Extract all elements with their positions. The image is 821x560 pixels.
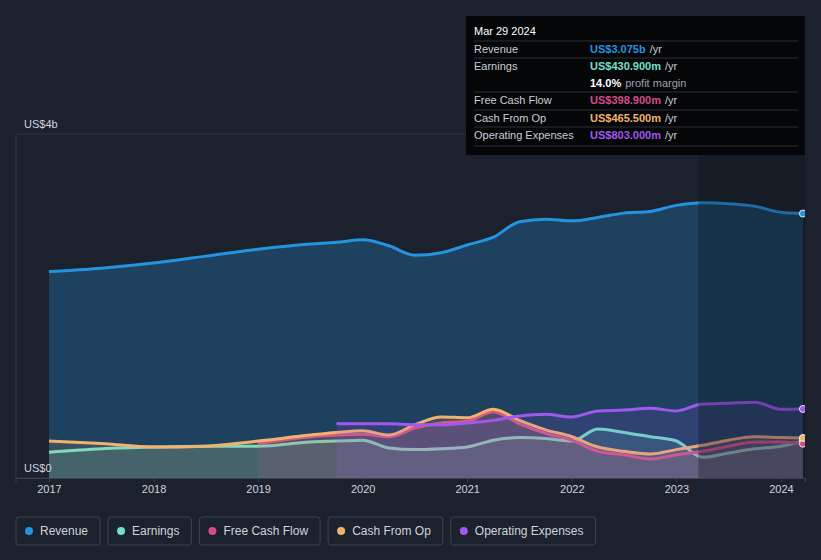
y-axis-line (16, 135, 17, 479)
legend-item[interactable]: Cash From Op (328, 517, 443, 545)
legend-label: Cash From Op (352, 524, 431, 538)
tooltip-separator (474, 146, 798, 147)
y-tick-label: US$0 (24, 462, 52, 474)
tooltip-margin-label: profit margin (625, 77, 686, 89)
legend-item[interactable]: Revenue (16, 517, 100, 545)
tooltip-value: US$398.900m (590, 94, 661, 106)
x-tick: 2018 (142, 478, 166, 495)
x-tick-label: 2019 (246, 483, 270, 495)
x-tick: 2019 (246, 478, 270, 495)
legend-item[interactable]: Earnings (108, 517, 191, 545)
legend-label: Revenue (40, 524, 88, 538)
x-tick-mark (363, 478, 364, 482)
tooltip-label: Earnings (474, 60, 518, 72)
tooltip-label: Operating Expenses (474, 129, 574, 141)
tooltip-unit: /yr (650, 43, 663, 55)
tooltip-value: US$430.900m (590, 60, 661, 72)
legend-item[interactable]: Free Cash Flow (199, 517, 320, 545)
highlight-region (698, 134, 805, 478)
tooltip-separator (474, 110, 798, 111)
legend-swatch (208, 527, 216, 535)
legend-swatch (337, 527, 345, 535)
x-tick-mark (781, 478, 782, 482)
tooltip-unit: /yr (665, 112, 678, 124)
legend-item[interactable]: Operating Expenses (451, 517, 596, 545)
x-axis-line (16, 479, 806, 483)
x-tick-mark (154, 478, 155, 482)
legend: Revenue Earnings Free Cash Flow Cash From O… (16, 517, 596, 545)
x-tick-label: 2021 (455, 483, 479, 495)
x-tick-mark (676, 478, 677, 482)
x-tick: 2024 (769, 478, 793, 495)
legend-swatch (117, 527, 125, 535)
tooltip-margin-value: 14.0% (590, 77, 621, 89)
x-tick-label: 2018 (142, 483, 166, 495)
tooltip-date: Mar 29 2024 (474, 25, 536, 37)
x-tick-label: 2020 (351, 483, 375, 495)
tooltip-separator (474, 92, 798, 93)
tooltip-unit: /yr (665, 60, 678, 72)
legend-box[interactable] (328, 517, 443, 545)
y-tick-label: US$4b (24, 118, 58, 130)
tooltip: Mar 29 2024 Revenue US$3.075b/yr Earnings US… (466, 16, 805, 155)
tooltip-value: US$803.000m (590, 129, 661, 141)
tooltip-label: Revenue (474, 43, 518, 55)
chart: US$0 US$4b 2017 2018 2019 2020 2021 2022 2023 202… (0, 0, 821, 560)
y-tick: US$0 (16, 462, 52, 478)
background (0, 0, 821, 560)
legend-label: Earnings (132, 524, 179, 538)
x-tick: 2022 (560, 478, 584, 495)
y-axis: US$0 US$4b (16, 118, 58, 478)
legend-swatch (460, 527, 468, 535)
y-tick: US$4b (16, 118, 58, 134)
tooltip-value: US$465.500m (590, 112, 661, 124)
x-tick-mark (49, 478, 50, 482)
grid (16, 134, 806, 478)
x-tick-label: 2017 (37, 483, 61, 495)
x-tick-label: 2023 (665, 483, 689, 495)
legend-label: Operating Expenses (475, 524, 584, 538)
tooltip-unit: /yr (665, 129, 678, 141)
tooltip-box (466, 16, 805, 155)
x-tick-mark (572, 478, 573, 482)
end-dot (799, 434, 805, 441)
tooltip-separator (474, 58, 798, 59)
legend-swatch (25, 527, 33, 535)
legend-box[interactable] (16, 517, 100, 545)
tooltip-separator (474, 127, 798, 128)
series-line (49, 203, 803, 272)
tooltip-label: Free Cash Flow (474, 94, 552, 106)
legend-label: Free Cash Flow (223, 524, 308, 538)
x-tick-mark (467, 478, 468, 482)
tooltip-label: Cash From Op (474, 112, 546, 124)
x-axis: 2017 2018 2019 2020 2021 2022 2023 2024 (16, 478, 806, 495)
tooltip-separator (474, 41, 798, 42)
x-tick: 2021 (455, 478, 479, 495)
legend-box[interactable] (199, 517, 320, 545)
legend-box[interactable] (108, 517, 191, 545)
tooltip-value: US$3.075b (590, 43, 646, 55)
x-tick-label: 2024 (769, 483, 793, 495)
x-tick: 2017 (37, 478, 61, 495)
legend-box[interactable] (451, 517, 596, 545)
x-tick: 2020 (351, 478, 375, 495)
x-tick-mark (258, 478, 259, 482)
end-dot (799, 405, 805, 412)
x-tick: 2023 (665, 478, 689, 495)
end-dot (799, 210, 805, 217)
tooltip-unit: /yr (665, 94, 678, 106)
x-tick-label: 2022 (560, 483, 584, 495)
series-area (49, 203, 803, 478)
plot-area (49, 134, 805, 478)
